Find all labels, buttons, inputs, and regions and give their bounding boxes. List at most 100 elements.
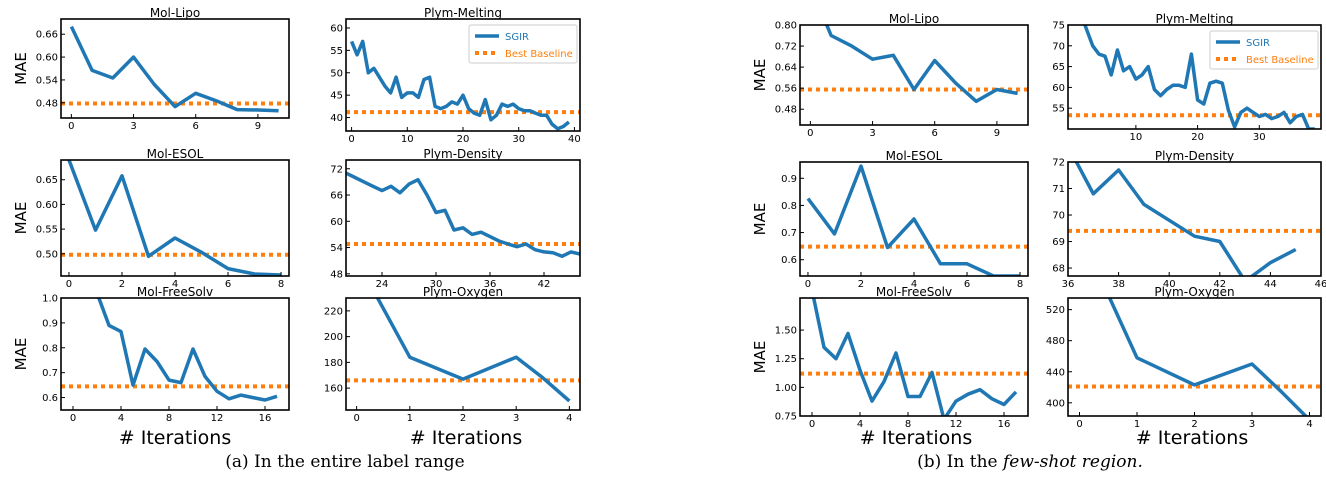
y-tick-label: 400 bbox=[1046, 398, 1065, 409]
y-tick-label: 50 bbox=[330, 68, 343, 79]
y-tick-label: 0.80 bbox=[775, 21, 797, 32]
y-tick-label: 55 bbox=[1052, 104, 1065, 115]
x-axis-label-b2: # Iterations bbox=[1136, 427, 1248, 449]
x-tick-label: 24 bbox=[376, 279, 389, 290]
y-tick-label: 0.56 bbox=[775, 84, 797, 95]
x-tick-label: 4 bbox=[172, 279, 178, 290]
x-tick-label: 3 bbox=[1249, 419, 1255, 430]
y-tick-label: 0.9 bbox=[42, 318, 58, 329]
y-tick-label: 0.72 bbox=[775, 42, 797, 53]
axes-frame bbox=[60, 159, 290, 277]
axes-frame bbox=[799, 24, 1029, 126]
y-tick-label: 0.66 bbox=[36, 30, 58, 41]
y-tick-label: 520 bbox=[1046, 305, 1065, 316]
y-tick-label: 0.48 bbox=[775, 105, 797, 116]
y-tick-label: 0.55 bbox=[36, 225, 58, 236]
y-tick-label: 0.50 bbox=[36, 249, 58, 260]
x-tick-label: 38 bbox=[1112, 279, 1125, 290]
y-tick-label: 160 bbox=[324, 384, 343, 395]
panel-title: Mol-FreeSolv bbox=[876, 285, 952, 299]
y-tick-label: 0.8 bbox=[42, 343, 58, 354]
caption-a-text: In the entire label range bbox=[254, 452, 465, 472]
sgir-line bbox=[96, 298, 278, 402]
legend-baseline-label: Best Baseline bbox=[505, 49, 573, 60]
panel-b-mol-lipo: 0 3 6 9 0.48 0.56 0.64 0.72 0.80 Mol-Lipo MAE bbox=[751, 12, 1029, 139]
y-tick-label: 200 bbox=[324, 332, 343, 343]
y-tick-label: 55 bbox=[330, 46, 343, 57]
y-tick-label: 65 bbox=[1052, 62, 1065, 73]
panel-title: Mol-ESOL bbox=[147, 147, 204, 161]
legend: SGIR Best Baseline bbox=[1209, 30, 1319, 70]
y-tick-label: 0.54 bbox=[36, 75, 58, 86]
panel-title: Mol-Lipo bbox=[889, 12, 939, 26]
y-tick-label: 440 bbox=[1046, 367, 1065, 378]
sgir-line bbox=[67, 160, 282, 276]
y-tick-label: 1.00 bbox=[775, 383, 797, 394]
y-tick-label: 0.60 bbox=[36, 200, 58, 211]
panel-a-plym-oxygen: 0 1 2 3 4 160 180 200 220 Plym-Oxygen bbox=[324, 285, 581, 424]
y-tick-label: 69 bbox=[1052, 237, 1065, 248]
x-tick-label: 40 bbox=[1163, 279, 1176, 290]
panel-a-plym-melting: 0 10 20 30 40 40 45 50 55 60 Plym-Melting SGIR Best … bbox=[330, 6, 581, 145]
sgir-line bbox=[811, 298, 1018, 416]
y-tick-label: 54 bbox=[330, 243, 343, 254]
x-tick-label: 30 bbox=[512, 134, 525, 145]
panel-b-mol-freesolv: 0 4 8 12 16 0.75 1.00 1.25 1.50 Mol-FreeSolv MAE bbox=[751, 285, 1029, 430]
y-tick-label: 72 bbox=[330, 164, 343, 175]
y-tick-label: 480 bbox=[1046, 336, 1065, 347]
x-tick-label: 20 bbox=[457, 134, 470, 145]
y-tick-label: 1.0 bbox=[42, 294, 58, 305]
panel-title: Plym-Density bbox=[423, 147, 502, 161]
x-tick-label: 3 bbox=[869, 128, 875, 139]
x-tick-label: 0 bbox=[807, 128, 813, 139]
caption-b-pre: In the bbox=[946, 452, 998, 472]
x-tick-label: 8 bbox=[166, 413, 172, 424]
y-tick-label: 0.6 bbox=[42, 393, 58, 404]
x-axis-label-a1: # Iterations bbox=[119, 427, 231, 449]
y-tick-label: 0.7 bbox=[42, 368, 58, 379]
panel-title: Mol-Lipo bbox=[150, 6, 200, 20]
axes-frame bbox=[60, 297, 290, 411]
axes-frame bbox=[345, 297, 581, 411]
x-tick-label: 0 bbox=[809, 419, 815, 430]
x-tick-label: 30 bbox=[430, 279, 443, 290]
y-axis-label: MAE bbox=[751, 59, 769, 92]
x-tick-label: 8 bbox=[1017, 279, 1023, 290]
x-axis-label-a2: # Iterations bbox=[410, 427, 522, 449]
y-tick-label: 48 bbox=[330, 269, 343, 280]
sgir-line bbox=[375, 298, 571, 403]
y-tick-label: 0.9 bbox=[781, 174, 797, 185]
y-tick-label: 0.65 bbox=[36, 175, 58, 186]
y-tick-label: 68 bbox=[1052, 264, 1065, 275]
y-tick-label: 0.8 bbox=[781, 201, 797, 212]
x-tick-label: 9 bbox=[994, 128, 1000, 139]
legend-baseline-label: Best Baseline bbox=[1246, 55, 1314, 66]
panel-title: Mol-FreeSolv bbox=[137, 285, 213, 299]
y-tick-label: 0.6 bbox=[781, 255, 797, 266]
x-tick-label: 0 bbox=[70, 413, 76, 424]
sgir-line bbox=[1083, 25, 1315, 129]
x-tick-label: 2 bbox=[858, 279, 864, 290]
x-tick-label: 6 bbox=[964, 279, 970, 290]
x-tick-label: 36 bbox=[484, 279, 497, 290]
x-tick-label: 6 bbox=[193, 121, 199, 132]
x-tick-label: 0 bbox=[353, 413, 359, 424]
x-tick-label: 0 bbox=[348, 134, 354, 145]
panel-b-mol-esol: 0 2 4 6 8 0.6 0.7 0.8 0.9 Mol-ESOL MAE bbox=[751, 149, 1029, 290]
y-axis-label: MAE bbox=[751, 341, 769, 374]
x-tick-label: 44 bbox=[1264, 279, 1277, 290]
x-tick-label: 2 bbox=[119, 279, 125, 290]
caption-a: (a) In the entire label range bbox=[40, 452, 650, 472]
y-tick-label: 1.25 bbox=[775, 354, 797, 365]
sgir-line bbox=[824, 25, 1018, 104]
x-tick-label: 10 bbox=[401, 134, 414, 145]
x-axis-label-b1: # Iterations bbox=[860, 427, 972, 449]
x-tick-label: 9 bbox=[255, 121, 261, 132]
x-tick-label: 4 bbox=[118, 413, 124, 424]
x-tick-label: 8 bbox=[905, 419, 911, 430]
y-axis-label: MAE bbox=[751, 203, 769, 236]
x-tick-label: 4 bbox=[1306, 419, 1312, 430]
legend: SGIR Best Baseline bbox=[468, 24, 578, 64]
y-tick-label: 70 bbox=[1052, 211, 1065, 222]
